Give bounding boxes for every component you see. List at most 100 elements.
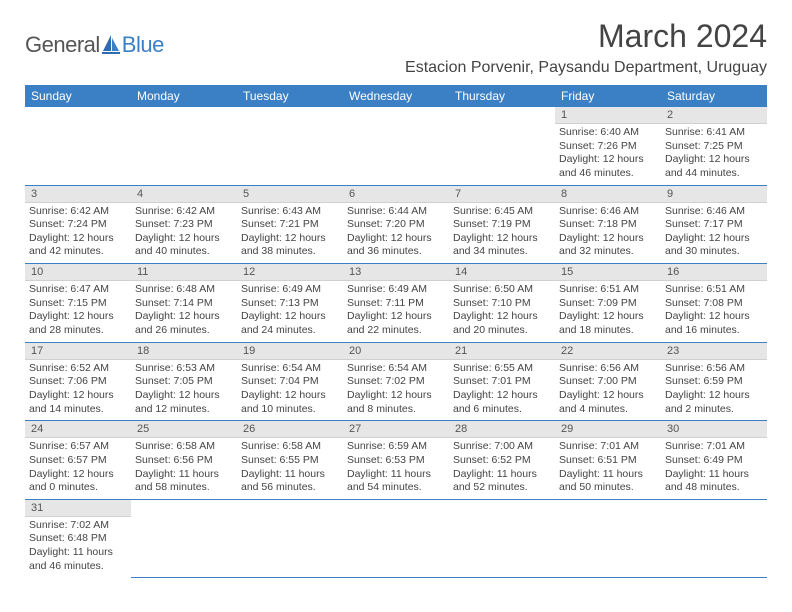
sunrise-line: Sunrise: 6:53 AM [135,362,233,376]
day-data: Sunrise: 7:01 AMSunset: 6:51 PMDaylight:… [555,438,661,499]
daylight-line: Daylight: 12 hours and 34 minutes. [453,232,551,259]
day-data: Sunrise: 6:53 AMSunset: 7:05 PMDaylight:… [131,360,237,421]
day-data: Sunrise: 6:51 AMSunset: 7:08 PMDaylight:… [661,281,767,342]
calendar-table: Sunday Monday Tuesday Wednesday Thursday… [25,85,767,578]
sunrise-line: Sunrise: 6:42 AM [135,205,233,219]
sunrise-line: Sunrise: 6:42 AM [29,205,127,219]
sunset-line: Sunset: 7:24 PM [29,218,127,232]
day-number: 5 [237,186,343,203]
daylight-line: Daylight: 12 hours and 10 minutes. [241,389,339,416]
day-number: 25 [131,421,237,438]
brand-part2: Blue [122,32,164,58]
sunrise-line: Sunrise: 6:59 AM [347,440,445,454]
daylight-line: Daylight: 11 hours and 48 minutes. [665,468,763,495]
sunset-line: Sunset: 7:17 PM [665,218,763,232]
daylight-line: Daylight: 12 hours and 2 minutes. [665,389,763,416]
calendar-cell: 11Sunrise: 6:48 AMSunset: 7:14 PMDayligh… [131,264,237,343]
day-data: Sunrise: 6:40 AMSunset: 7:26 PMDaylight:… [555,124,661,185]
day-data: Sunrise: 6:44 AMSunset: 7:20 PMDaylight:… [343,203,449,264]
sunrise-line: Sunrise: 6:52 AM [29,362,127,376]
calendar-cell: 13Sunrise: 6:49 AMSunset: 7:11 PMDayligh… [343,264,449,343]
day-data: Sunrise: 6:42 AMSunset: 7:23 PMDaylight:… [131,203,237,264]
daylight-line: Daylight: 11 hours and 56 minutes. [241,468,339,495]
calendar-cell: 29Sunrise: 7:01 AMSunset: 6:51 PMDayligh… [555,421,661,500]
sunrise-line: Sunrise: 6:49 AM [241,283,339,297]
sunrise-line: Sunrise: 6:40 AM [559,126,657,140]
sunset-line: Sunset: 6:53 PM [347,454,445,468]
day-number: 31 [25,500,131,517]
sunrise-line: Sunrise: 6:44 AM [347,205,445,219]
sunrise-line: Sunrise: 6:57 AM [29,440,127,454]
sunset-line: Sunset: 7:20 PM [347,218,445,232]
daylight-line: Daylight: 12 hours and 46 minutes. [559,153,657,180]
weekday-header: Tuesday [237,85,343,107]
calendar-cell: 5Sunrise: 6:43 AMSunset: 7:21 PMDaylight… [237,185,343,264]
day-data: Sunrise: 6:43 AMSunset: 7:21 PMDaylight:… [237,203,343,264]
day-number: 8 [555,186,661,203]
sunrise-line: Sunrise: 7:01 AM [665,440,763,454]
daylight-line: Daylight: 12 hours and 16 minutes. [665,310,763,337]
sunset-line: Sunset: 6:48 PM [29,532,127,546]
day-number: 30 [661,421,767,438]
weekday-header: Friday [555,85,661,107]
sunrise-line: Sunrise: 6:46 AM [559,205,657,219]
day-number: 26 [237,421,343,438]
month-title: March 2024 [405,18,767,55]
day-data: Sunrise: 6:49 AMSunset: 7:13 PMDaylight:… [237,281,343,342]
day-number: 9 [661,186,767,203]
sunrise-line: Sunrise: 6:41 AM [665,126,763,140]
sunset-line: Sunset: 6:55 PM [241,454,339,468]
sunset-line: Sunset: 6:57 PM [29,454,127,468]
location: Estacion Porvenir, Paysandu Department, … [405,59,767,77]
sunrise-line: Sunrise: 6:51 AM [559,283,657,297]
sunset-line: Sunset: 7:21 PM [241,218,339,232]
day-number: 24 [25,421,131,438]
brand-logo: General Blue [25,32,164,58]
sunset-line: Sunset: 6:56 PM [135,454,233,468]
sunset-line: Sunset: 7:01 PM [453,375,551,389]
weekday-header-row: Sunday Monday Tuesday Wednesday Thursday… [25,85,767,107]
calendar-cell: 28Sunrise: 7:00 AMSunset: 6:52 PMDayligh… [449,421,555,500]
sunset-line: Sunset: 7:23 PM [135,218,233,232]
calendar-cell: 3Sunrise: 6:42 AMSunset: 7:24 PMDaylight… [25,185,131,264]
day-data: Sunrise: 7:01 AMSunset: 6:49 PMDaylight:… [661,438,767,499]
day-data: Sunrise: 6:58 AMSunset: 6:55 PMDaylight:… [237,438,343,499]
day-data: Sunrise: 6:49 AMSunset: 7:11 PMDaylight:… [343,281,449,342]
day-number: 16 [661,264,767,281]
sunrise-line: Sunrise: 6:58 AM [135,440,233,454]
calendar-cell: 9Sunrise: 6:46 AMSunset: 7:17 PMDaylight… [661,185,767,264]
daylight-line: Daylight: 12 hours and 12 minutes. [135,389,233,416]
sunset-line: Sunset: 7:08 PM [665,297,763,311]
sunrise-line: Sunrise: 6:54 AM [241,362,339,376]
calendar-cell: 1Sunrise: 6:40 AMSunset: 7:26 PMDaylight… [555,107,661,185]
daylight-line: Daylight: 12 hours and 42 minutes. [29,232,127,259]
header: General Blue March 2024 Estacion Porveni… [25,18,767,77]
day-data: Sunrise: 6:48 AMSunset: 7:14 PMDaylight:… [131,281,237,342]
calendar-cell: 16Sunrise: 6:51 AMSunset: 7:08 PMDayligh… [661,264,767,343]
daylight-line: Daylight: 12 hours and 26 minutes. [135,310,233,337]
weekday-header: Monday [131,85,237,107]
sunset-line: Sunset: 7:10 PM [453,297,551,311]
day-number: 28 [449,421,555,438]
day-data: Sunrise: 6:51 AMSunset: 7:09 PMDaylight:… [555,281,661,342]
weekday-header: Saturday [661,85,767,107]
daylight-line: Daylight: 12 hours and 20 minutes. [453,310,551,337]
title-block: March 2024 Estacion Porvenir, Paysandu D… [405,18,767,77]
calendar-cell: 31Sunrise: 7:02 AMSunset: 6:48 PMDayligh… [25,499,131,577]
calendar-cell [343,499,449,577]
daylight-line: Daylight: 12 hours and 24 minutes. [241,310,339,337]
day-number: 27 [343,421,449,438]
daylight-line: Daylight: 11 hours and 52 minutes. [453,468,551,495]
day-number: 15 [555,264,661,281]
sunrise-line: Sunrise: 6:51 AM [665,283,763,297]
calendar-week-row: 3Sunrise: 6:42 AMSunset: 7:24 PMDaylight… [25,185,767,264]
sunset-line: Sunset: 7:09 PM [559,297,657,311]
daylight-line: Daylight: 11 hours and 58 minutes. [135,468,233,495]
sunrise-line: Sunrise: 6:56 AM [559,362,657,376]
calendar-cell: 7Sunrise: 6:45 AMSunset: 7:19 PMDaylight… [449,185,555,264]
daylight-line: Daylight: 11 hours and 50 minutes. [559,468,657,495]
sunset-line: Sunset: 6:51 PM [559,454,657,468]
daylight-line: Daylight: 12 hours and 28 minutes. [29,310,127,337]
sunset-line: Sunset: 7:26 PM [559,140,657,154]
sunrise-line: Sunrise: 6:54 AM [347,362,445,376]
